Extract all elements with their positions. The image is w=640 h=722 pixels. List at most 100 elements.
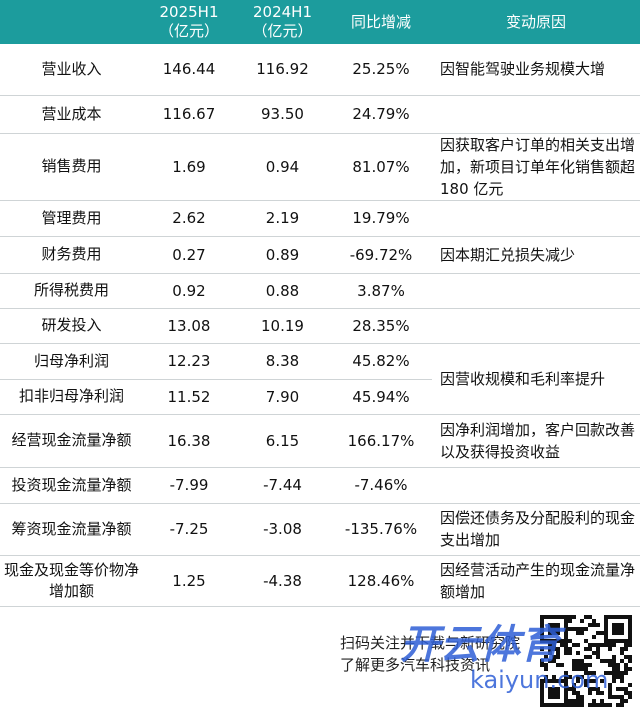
qr-module [628,655,632,659]
qr-module [612,679,616,683]
qr-module [620,679,624,683]
qr-module [584,655,588,659]
cell: 0.89 [235,236,330,274]
qr-module [552,615,556,619]
qr-module [620,631,624,635]
qr-module [604,643,608,647]
qr-module [592,699,596,703]
row-label: 所得税费用 [0,273,143,309]
cell: 116.67 [143,95,235,134]
qr-module [612,643,616,647]
qr-module [596,655,600,659]
qr-module [552,639,556,643]
qr-module [568,687,572,691]
table-row: 管理费用 2.62 2.19 19.79% [0,200,640,237]
qr-module [620,647,624,651]
header-text: 2024H1 [253,3,312,21]
qr-module [564,643,568,647]
row-label: 营业成本 [0,95,143,134]
watermark: 开云体育 kaiyun.com [400,612,608,694]
qr-module [568,675,572,679]
qr-module [620,623,624,627]
qr-module [588,687,592,691]
qr-module [548,703,552,707]
qr-module [616,703,620,707]
qr-module [584,679,588,683]
qr-module [552,691,556,695]
qr-module [548,659,552,663]
qr-module [592,687,596,691]
qr-module [592,671,596,675]
qr-module [544,667,548,671]
qr-module [596,703,600,707]
qr-module [564,647,568,651]
qr-module [540,619,544,623]
qr-module [540,687,544,691]
qr-module [628,635,632,639]
qr-module [540,623,544,627]
qr-module [576,643,580,647]
qr-module [568,703,572,707]
qr-module [540,679,544,683]
row-label: 销售费用 [0,133,143,201]
qr-module [592,651,596,655]
qr-module [552,675,556,679]
qr-module [628,639,632,643]
qr-module [552,687,556,691]
qr-module [576,651,580,655]
cell: 3.87% [330,273,432,309]
header-cell: 同比增减 [330,0,432,44]
qr-module [588,691,592,695]
cell: 1.25 [143,555,235,607]
qr-module [620,695,624,699]
qr-module [540,635,544,639]
reason-cell [432,467,640,504]
qr-module [584,663,588,667]
table-row: 扣非归母净利润 11.52 7.90 45.94% [0,379,640,415]
qr-module [576,675,580,679]
qr-module [556,623,560,627]
qr-module [592,623,596,627]
qr-module [540,703,544,707]
qr-module [612,663,616,667]
cell: -7.25 [143,503,235,556]
reason-cell: 因经营活动产生的现金流量净额增加 [432,555,640,607]
reason-cell: 因本期汇兑损失减少 [432,236,640,274]
qr-module [616,671,620,675]
qr-module [548,687,552,691]
cell: 2.19 [235,200,330,237]
qr-module [620,651,624,655]
qr-module [564,691,568,695]
qr-module [600,631,604,635]
qr-module [596,647,600,651]
qr-module [564,635,568,639]
qr-module [564,695,568,699]
qr-module [620,699,624,703]
qr-module [576,663,580,667]
qr-module [568,647,572,651]
qr-module [616,627,620,631]
qr-module [576,667,580,671]
cell: 0.94 [235,133,330,201]
qr-module [556,663,560,667]
qr-module [604,635,608,639]
qr-module [548,647,552,651]
qr-module [580,667,584,671]
qr-module [564,699,568,703]
qr-module [564,679,568,683]
cell: 0.27 [143,236,235,274]
qr-module [620,615,624,619]
qr-module [540,631,544,635]
reason-cell: 因智能驾驶业务规模大增 [432,44,640,96]
qr-module [540,647,544,651]
header-text: （亿元） [252,22,313,40]
qr-module [548,695,552,699]
qr-module [612,627,616,631]
qr-module [580,659,584,663]
qr-module [548,691,552,695]
qr-module [548,615,552,619]
qr-module [544,675,548,679]
qr-module [584,639,588,643]
qr-module [568,639,572,643]
qr-module [620,703,624,707]
